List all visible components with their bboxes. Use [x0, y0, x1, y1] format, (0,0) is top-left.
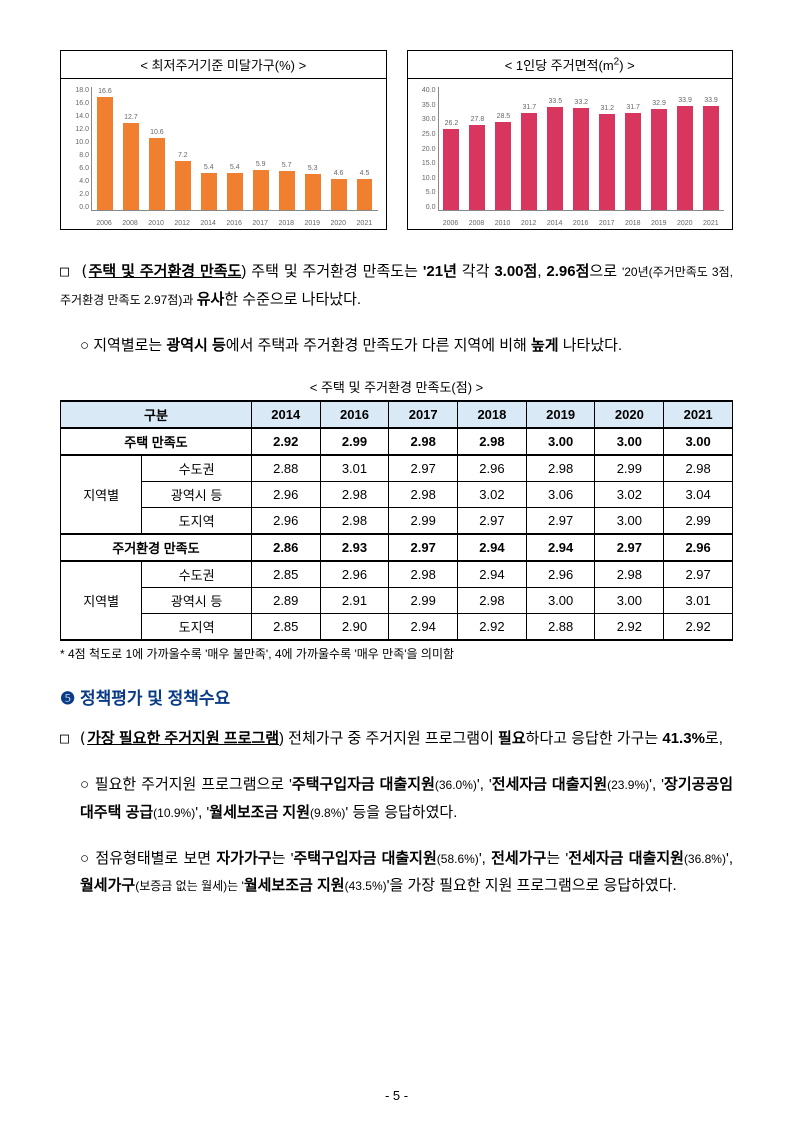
section-5-heading: ❺ 정책평가 및 정책수요 [60, 684, 733, 709]
chart1-area: 18.016.014.012.010.08.06.04.02.00.016.61… [61, 79, 386, 229]
chart2-title: < 1인당 주거면적(m2) > [408, 51, 733, 79]
th-category: 구분 [61, 401, 252, 428]
table-header-row: 구분 2014 2016 2017 2018 2019 2020 2021 [61, 401, 733, 428]
table-row: 도지역 2.962.982.992.972.973.002.99 [61, 508, 733, 535]
chart-floor-area-per-person: < 1인당 주거면적(m2) > 40.035.030.025.020.015.… [407, 50, 734, 230]
table-caption: < 주택 및 주거환경 만족도(점) > [60, 377, 733, 396]
table-row: 지역별 수도권 2.883.012.972.962.982.992.98 [61, 455, 733, 482]
chart2-title-suffix: ) > [619, 58, 635, 73]
chart1-title: < 최저주거기준 미달가구(%) > [61, 51, 386, 79]
table-row: 광역시 등 2.962.982.983.023.063.023.04 [61, 482, 733, 508]
para-satisfaction-summary: □ (주택 및 주거환경 만족도) 주택 및 주거환경 만족도는 '21년 각각… [60, 258, 733, 314]
p1-topic: 주택 및 주거환경 만족도 [89, 263, 242, 280]
page-number: - 5 - [0, 1088, 793, 1103]
chart2-area: 40.035.030.025.020.015.010.05.00.026.227… [408, 79, 733, 229]
para-most-needed-program: □ (가장 필요한 주거지원 프로그램) 전체가구 중 주거지원 프로그램이 필… [60, 725, 733, 753]
table-row: 지역별 수도권 2.852.962.982.942.962.982.97 [61, 561, 733, 588]
para-by-region: ○ 지역별로는 광역시 등에서 주택과 주거환경 만족도가 다른 지역에 비해 … [60, 332, 733, 360]
p1-bullet: □ ( [60, 262, 89, 280]
circled-five-icon: ❺ [60, 689, 75, 709]
para-needed-programs-list: ○ 필요한 주거지원 프로그램으로 '주택구입자금 대출지원(36.0%)', … [60, 771, 733, 827]
satisfaction-table: 구분 2014 2016 2017 2018 2019 2020 2021 주택… [60, 400, 733, 641]
para-by-tenure-type: ○ 점유형태별로 보면 자가가구는 '주택구입자금 대출지원(58.6%)', … [60, 845, 733, 901]
row-env-satisfaction: 주거환경 만족도 2.862.932.972.942.942.972.96 [61, 534, 733, 561]
chart-substandard-housing: < 최저주거기준 미달가구(%) > 18.016.014.012.010.08… [60, 50, 387, 230]
row-housing-satisfaction: 주택 만족도 2.922.992.982.983.003.003.00 [61, 428, 733, 455]
table-row: 도지역 2.852.902.942.922.882.922.92 [61, 614, 733, 641]
chart2-title-prefix: < 1인당 주거면적(m [505, 58, 614, 73]
charts-row: < 최저주거기준 미달가구(%) > 18.016.014.012.010.08… [60, 50, 733, 230]
table-footnote: * 4점 척도로 1에 가까울수록 '매우 불만족', 4에 가까울수록 '매우… [60, 645, 733, 662]
table-row: 광역시 등 2.892.912.992.983.003.003.01 [61, 588, 733, 614]
